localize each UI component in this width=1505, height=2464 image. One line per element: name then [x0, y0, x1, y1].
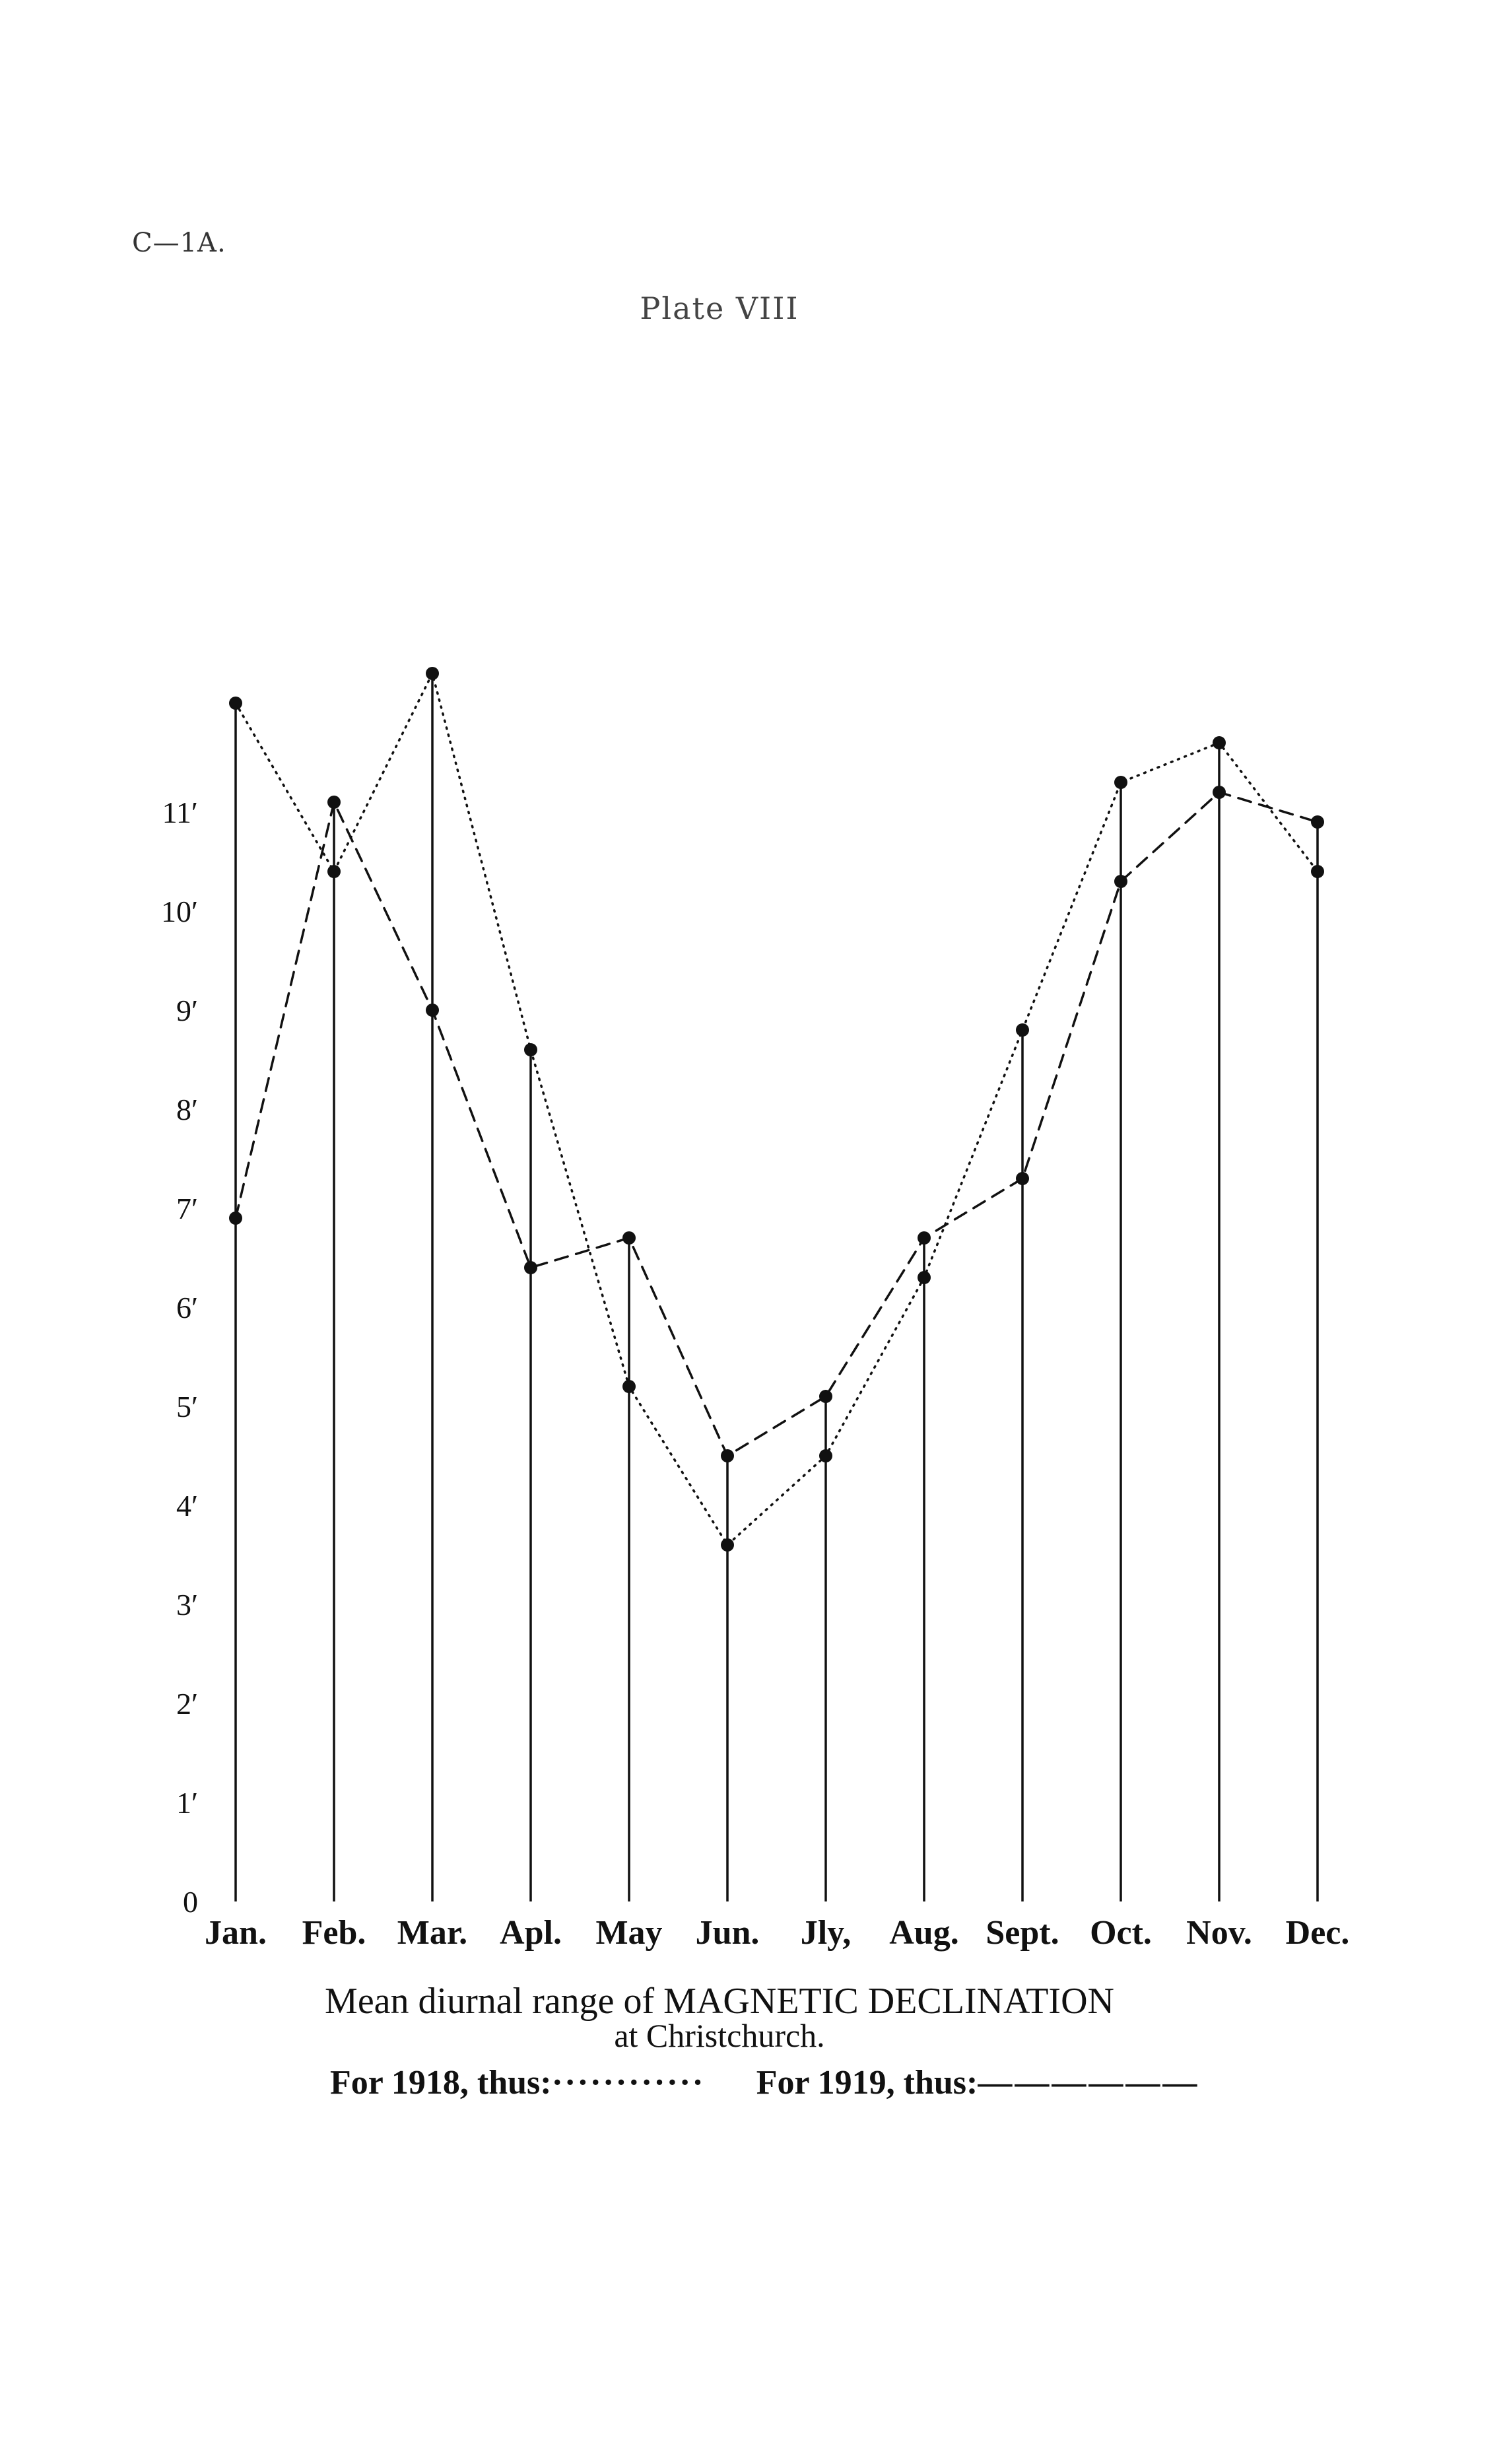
x-tick-label: Jly,	[801, 1914, 852, 1952]
data-point	[426, 1004, 439, 1017]
data-point	[1213, 786, 1226, 799]
data-point	[622, 1231, 636, 1245]
data-point	[918, 1271, 931, 1284]
data-point	[721, 1449, 734, 1462]
x-tick-label: Dec.	[1286, 1914, 1350, 1952]
data-markers	[229, 667, 1324, 1552]
data-point	[524, 1261, 537, 1274]
legend: For 1918, thus:············ For 1919, th…	[330, 2063, 1199, 2102]
y-tick-label: 10′	[161, 895, 198, 928]
caption-line-1: Mean diurnal range of MAGNETIC DECLINATI…	[325, 1981, 1114, 2022]
drop-lines	[234, 673, 1319, 1901]
y-tick-label: 5′	[176, 1390, 198, 1423]
y-axis-labels: 0 1′ 2′ 3′ 4′ 5′ 6′ 7′ 8′ 9′ 10′ 11′	[161, 796, 198, 1919]
y-tick-label: 8′	[176, 1093, 198, 1126]
data-point	[622, 1380, 636, 1393]
legend-1919-label: For 1919, thus:	[756, 2064, 978, 2102]
caption-line-2: at Christchurch.	[614, 2017, 825, 2054]
x-tick-label: Mar.	[397, 1914, 467, 1952]
page-reference: C—1A.	[132, 228, 226, 258]
y-tick-label: 9′	[176, 994, 198, 1027]
legend-1918-label: For 1918, thus:	[330, 2064, 552, 2102]
x-tick-label: Jan.	[205, 1914, 267, 1952]
x-tick-label: Sept.	[986, 1914, 1059, 1952]
plate-title: Plate VIII	[640, 291, 799, 326]
chart-caption: Mean diurnal range of MAGNETIC DECLINATI…	[0, 1981, 1439, 2054]
data-point	[819, 1449, 832, 1462]
data-point	[1311, 865, 1324, 878]
data-point	[426, 667, 439, 680]
chart: 0 1′ 2′ 3′ 4′ 5′ 6′ 7′ 8′ 9′ 10′ 11′ Jan. Feb. Mar. Ap…	[161, 667, 1349, 1952]
series-line-1	[234, 670, 1319, 1547]
y-tick-label: 3′	[176, 1588, 198, 1622]
data-point	[721, 1538, 734, 1552]
data-point	[1114, 875, 1127, 888]
data-point	[327, 865, 341, 878]
y-tick-label: 0	[183, 1885, 198, 1919]
data-point	[1016, 1172, 1029, 1185]
data-point	[1311, 815, 1324, 829]
legend-1918-swatch: ············	[551, 2064, 705, 2102]
data-point	[229, 1212, 242, 1225]
x-tick-label: Oct.	[1090, 1914, 1152, 1952]
x-tick-label: Feb.	[302, 1914, 366, 1952]
series-lines	[234, 670, 1319, 1547]
data-point	[229, 697, 242, 710]
x-tick-label: Nov.	[1186, 1914, 1252, 1952]
data-point	[327, 796, 341, 809]
data-point	[524, 1043, 537, 1056]
y-tick-label: 2′	[176, 1687, 198, 1721]
legend-1919-swatch: ——————	[978, 2064, 1200, 2102]
x-tick-label: Jun.	[696, 1914, 760, 1952]
x-tick-label: May	[595, 1914, 662, 1952]
y-tick-label: 1′	[176, 1786, 198, 1820]
data-point	[918, 1231, 931, 1245]
y-tick-label: 7′	[176, 1192, 198, 1225]
data-point	[1114, 776, 1127, 789]
y-tick-label: 6′	[176, 1291, 198, 1324]
data-point	[1213, 736, 1226, 749]
data-point	[1016, 1023, 1029, 1037]
y-tick-label: 4′	[176, 1489, 198, 1523]
y-tick-label: 11′	[162, 796, 198, 829]
data-point	[819, 1390, 832, 1403]
x-tick-label: Aug.	[889, 1914, 958, 1952]
x-axis-labels: Jan. Feb. Mar. Apl. May Jun. Jly, Aug. Sept. Oct.…	[205, 1914, 1349, 1952]
x-tick-label: Apl.	[500, 1914, 562, 1952]
series-line-2	[234, 791, 1319, 1458]
